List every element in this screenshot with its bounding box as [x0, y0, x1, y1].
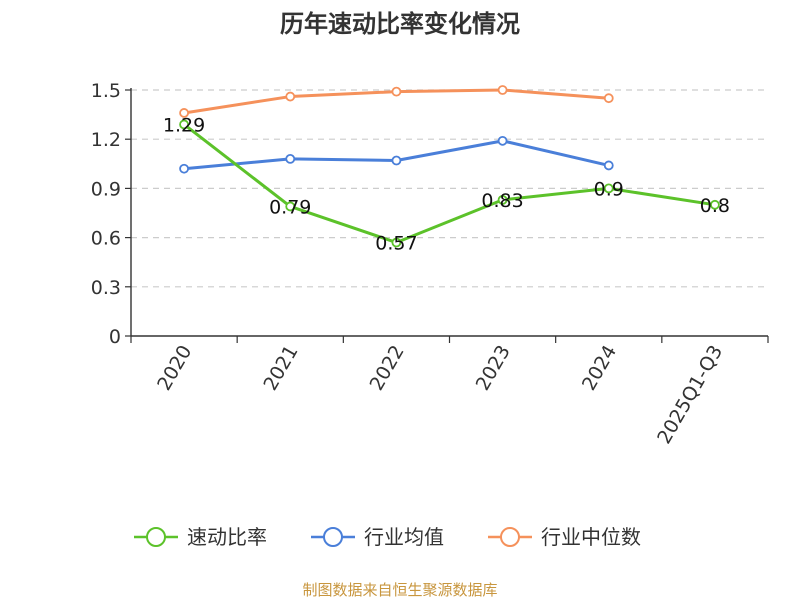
source-note: 制图数据来自恒生聚源数据库	[302, 581, 497, 599]
legend[interactable]: 速动比率 行业均值 行业中位数	[134, 525, 641, 549]
data-label: 0.9	[594, 178, 624, 200]
data-point	[391, 86, 402, 97]
data-point	[179, 108, 189, 118]
y-tick-label: 0.6	[91, 228, 121, 250]
legend-item-1[interactable]: 行业均值	[311, 525, 444, 549]
data-point	[285, 201, 296, 212]
x-tick-label: 2020	[153, 342, 196, 395]
legend-item-2[interactable]: 行业中位数	[488, 525, 641, 549]
data-point	[179, 163, 189, 174]
x-tick-label: 2025Q1-Q3	[653, 342, 727, 448]
data-point	[710, 199, 720, 210]
data-point	[497, 85, 508, 95]
y-tick-label: 1.5	[91, 80, 121, 102]
y-tick-label: 0	[109, 326, 121, 348]
series	[179, 85, 720, 248]
data-label: 1.29	[163, 114, 205, 136]
data-point	[285, 91, 296, 102]
legend-marker	[500, 527, 520, 547]
data-point	[391, 155, 402, 166]
legend-marker	[323, 527, 343, 547]
data-point	[497, 135, 508, 146]
x-tick-label: 2023	[472, 342, 515, 395]
data-labels: 1.29 0.79 0.57 0.83 0.9 0.8	[163, 114, 730, 254]
legend-label: 行业中位数	[541, 525, 641, 549]
y-tick-label: 1.2	[91, 129, 121, 151]
y-tick-label: 0.3	[91, 277, 121, 299]
data-label: 0.57	[375, 233, 417, 255]
legend-marker	[146, 527, 166, 547]
data-point	[603, 93, 614, 104]
data-point	[603, 183, 614, 194]
series-line-0	[183, 123, 716, 245]
data-point	[603, 160, 614, 171]
x-tick-label: 2021	[259, 342, 302, 395]
data-label: 0.79	[269, 196, 311, 218]
legend-label: 速动比率	[187, 525, 267, 549]
data-point	[179, 119, 189, 130]
x-tick-label: 2024	[578, 342, 621, 395]
legend-label: 行业均值	[364, 525, 444, 549]
data-point	[285, 153, 296, 164]
data-label: 0.83	[481, 190, 523, 212]
data-point	[391, 237, 402, 248]
legend-item-0[interactable]: 速动比率	[134, 525, 267, 549]
data-point	[497, 194, 508, 205]
y-tick-label: 0.9	[91, 178, 121, 200]
x-tick-label: 2022	[366, 342, 409, 395]
data-label: 0.8	[700, 195, 730, 217]
chart-title: 历年速动比率变化情况	[280, 10, 520, 38]
grid	[131, 89, 768, 288]
